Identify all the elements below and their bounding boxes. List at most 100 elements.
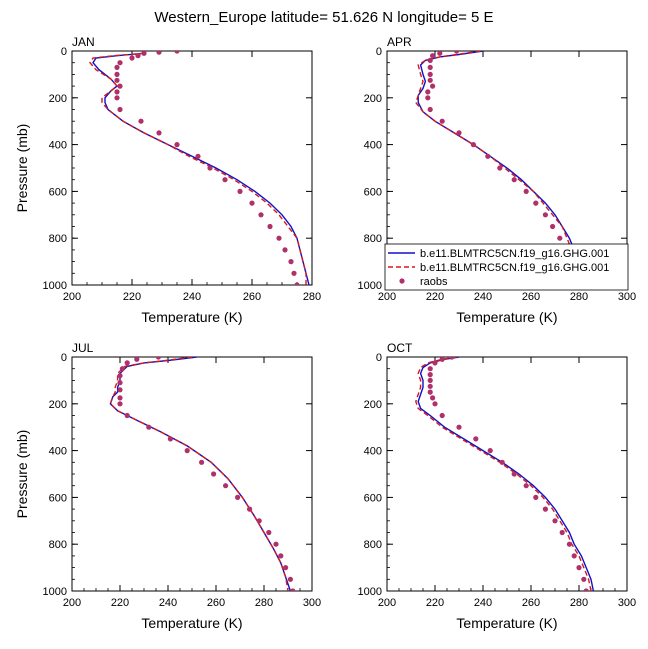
y-tick-label: 400 [49, 446, 67, 458]
x-tick-label: 200 [378, 291, 396, 303]
raobs-point [174, 142, 180, 148]
raobs-point [430, 53, 436, 59]
y-tick-label: 0 [61, 352, 67, 364]
raobs-point [581, 576, 587, 582]
x-tick-label: 300 [618, 597, 636, 609]
raobs-point [523, 188, 529, 194]
y-tick-label: 600 [49, 492, 67, 504]
raobs-point [487, 448, 493, 454]
raobs-point [559, 529, 565, 536]
raobs-point [222, 177, 228, 183]
legend-label: b.e11.BLMTRC5CN.f19_g16.GHG.001 [420, 248, 609, 260]
raobs-point [195, 153, 201, 159]
raobs-point [427, 377, 433, 383]
y-tick-label: 200 [364, 399, 382, 411]
raobs-point [134, 357, 140, 362]
plot-data [89, 51, 310, 285]
raobs-point [117, 83, 123, 89]
x-tick-label: 240 [183, 291, 201, 303]
raobs-point [223, 483, 229, 489]
raobs-point [523, 483, 529, 489]
raobs-point [552, 518, 558, 524]
series-line-model-2 [415, 51, 583, 285]
raobs-point [432, 401, 438, 407]
raobs-point [499, 459, 505, 465]
raobs-point [427, 57, 433, 64]
raobs-point [146, 424, 152, 430]
raobs-point [266, 529, 272, 536]
raobs-point [249, 200, 255, 206]
panel-oct: 200 220 240 260 280 300 0 200 400 600 800 1000 OCT Te… [358, 341, 637, 631]
raobs-point [427, 372, 433, 378]
x-tick-label: 220 [123, 291, 141, 303]
plot-data [415, 51, 585, 285]
x-tick-label: 260 [243, 291, 261, 303]
legend: b.e11.BLMTRC5CN.f19_g16.GHG.001 b.e11.BLM… [384, 243, 629, 291]
y-tick-label: 600 [364, 186, 382, 198]
raobs-point [211, 471, 217, 477]
raobs-point [138, 118, 144, 124]
panel-label: JUL [72, 341, 94, 355]
x-axis-label: Temperature (K) [456, 615, 557, 631]
raobs-point [427, 77, 433, 83]
raobs-point [117, 373, 123, 379]
x-tick-label: 240 [474, 291, 492, 303]
raobs-point [283, 565, 289, 571]
x-tick-label: 200 [63, 597, 81, 609]
legend-label: raobs [420, 276, 448, 288]
raobs-point [427, 106, 433, 113]
raobs-point [114, 64, 120, 70]
x-tick-label: 240 [159, 597, 177, 609]
y-tick-label: 1000 [358, 586, 382, 598]
raobs-point [117, 60, 123, 66]
raobs-point [473, 436, 479, 442]
panel-apr: 200 220 240 260 280 300 0 200 400 600 800 1000 APR Te… [358, 35, 637, 325]
raobs-point [566, 541, 573, 547]
y-tick-label: 1000 [43, 280, 67, 292]
raobs-point [583, 588, 589, 591]
raobs-point [290, 588, 296, 591]
raobs-point [237, 188, 243, 194]
series-line-model-2 [415, 357, 592, 591]
raobs-point [258, 212, 264, 218]
raobs-point [155, 357, 161, 360]
raobs-point [117, 387, 123, 393]
raobs-point [542, 506, 549, 512]
raobs-point [119, 366, 125, 372]
legend-box [384, 243, 629, 291]
raobs-point [430, 83, 436, 89]
x-tick-label: 260 [207, 597, 225, 609]
x-tick-label: 280 [570, 291, 588, 303]
raobs-point [439, 118, 445, 124]
x-tick-label: 220 [111, 597, 129, 609]
x-axis-label: Temperature (K) [456, 309, 557, 325]
x-tick-label: 280 [255, 597, 273, 609]
raobs-point [174, 51, 180, 54]
x-tick-label: 300 [303, 597, 321, 609]
y-axis-label: Pressure (mb) [14, 430, 30, 519]
x-tick-label: 260 [522, 291, 540, 303]
figure-title: Western_Europe latitude= 51.626 N longit… [154, 9, 493, 26]
raobs-point [117, 106, 123, 113]
raobs-point [427, 71, 433, 77]
y-tick-label: 400 [364, 446, 382, 458]
series-line-model-2 [89, 52, 307, 285]
series-line-model-2 [109, 357, 289, 591]
raobs-point [576, 565, 582, 571]
panel-label: OCT [387, 341, 413, 355]
y-tick-label: 0 [61, 46, 67, 58]
x-tick-label: 200 [63, 291, 81, 303]
y-tick-label: 800 [49, 233, 67, 245]
panel-jul: 200 220 240 260 280 300 0 200 400 600 800 1000 JUL Te… [14, 341, 321, 631]
raobs-point [470, 142, 476, 148]
raobs-point [439, 357, 445, 362]
panel-label: APR [387, 35, 412, 49]
raobs-point [497, 165, 503, 171]
raobs-point [511, 177, 517, 183]
raobs-point [557, 235, 563, 241]
y-tick-label: 200 [49, 93, 67, 105]
raobs-point [247, 506, 253, 512]
raobs-point [485, 153, 491, 159]
raobs-point [207, 165, 213, 171]
